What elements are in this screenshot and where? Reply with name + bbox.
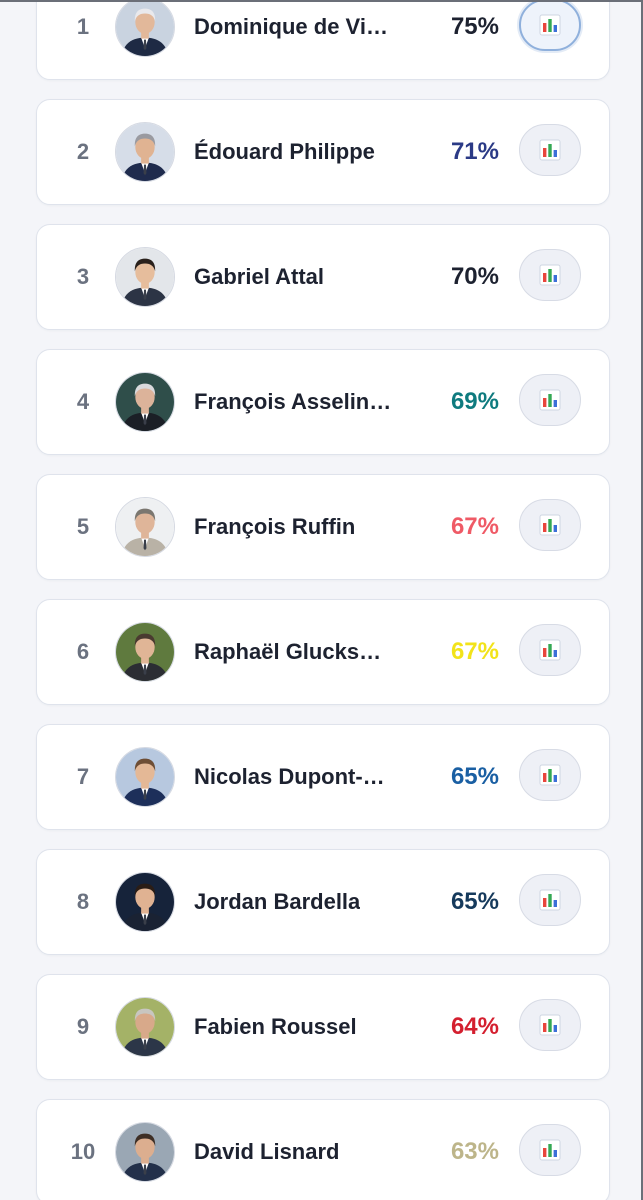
portrait-icon xyxy=(116,1123,174,1181)
approval-score: 64% xyxy=(450,1013,499,1040)
candidate-name: Dominique de Vi… xyxy=(194,2,404,79)
candidate-name: Raphaël Glucks… xyxy=(194,600,404,704)
bar-chart-icon xyxy=(539,1014,561,1036)
candidate-avatar xyxy=(115,747,175,807)
leaderboard-row[interactable]: 9 Fabien Roussel 64% xyxy=(36,974,610,1080)
stats-button[interactable] xyxy=(519,1124,581,1176)
stats-button[interactable] xyxy=(519,2,581,51)
leaderboard-row[interactable]: 7 Nicolas Dupont-… 65% xyxy=(36,724,610,830)
candidate-avatar xyxy=(115,247,175,307)
stats-button[interactable] xyxy=(519,374,581,426)
leaderboard-row[interactable]: 4 François Asselin… 69% xyxy=(36,349,610,455)
rank-number: 2 xyxy=(76,139,90,164)
rank-number: 7 xyxy=(76,764,90,789)
candidate-avatar xyxy=(115,997,175,1057)
candidate-name-text: Gabriel Attal xyxy=(194,264,324,289)
bar-chart-icon xyxy=(539,889,561,911)
candidate-name-text: François Asselin… xyxy=(194,389,392,414)
candidate-name-text: François Ruffin xyxy=(194,514,356,539)
candidate-avatar xyxy=(115,122,175,182)
candidate-name-text: Jordan Bardella xyxy=(194,889,361,914)
candidate-avatar xyxy=(115,872,175,932)
candidate-name: François Ruffin xyxy=(194,475,404,579)
approval-score: 67% xyxy=(450,513,499,540)
approval-score: 71% xyxy=(450,138,499,165)
portrait-icon xyxy=(116,2,174,56)
portrait-icon xyxy=(116,498,174,556)
stats-button[interactable] xyxy=(519,499,581,551)
candidate-name: Édouard Philippe xyxy=(194,100,404,204)
approval-score: 65% xyxy=(450,888,499,915)
stats-button[interactable] xyxy=(519,249,581,301)
rank-number: 10 xyxy=(70,1139,96,1164)
leaderboard-row[interactable]: 6 Raphaël Glucks… 67% xyxy=(36,599,610,705)
portrait-icon xyxy=(116,873,174,931)
candidate-name: Jordan Bardella xyxy=(194,850,404,954)
bar-chart-icon xyxy=(539,139,561,161)
candidate-avatar xyxy=(115,2,175,57)
bar-chart-icon xyxy=(539,639,561,661)
portrait-icon xyxy=(116,248,174,306)
approval-score: 67% xyxy=(450,638,499,665)
rank-number: 3 xyxy=(76,264,90,289)
approval-score: 65% xyxy=(450,763,499,790)
leaderboard-row[interactable]: 2 Édouard Philippe 71% xyxy=(36,99,610,205)
leaderboard-row[interactable]: 5 François Ruffin 67% xyxy=(36,474,610,580)
approval-score: 75% xyxy=(450,13,499,40)
bar-chart-icon xyxy=(539,514,561,536)
stats-button[interactable] xyxy=(519,999,581,1051)
stats-button[interactable] xyxy=(519,624,581,676)
rank-number: 9 xyxy=(76,1014,90,1039)
candidate-avatar xyxy=(115,372,175,432)
portrait-icon xyxy=(116,998,174,1056)
leaderboard-row[interactable]: 3 Gabriel Attal 70% xyxy=(36,224,610,330)
candidate-name-text: Fabien Roussel xyxy=(194,1014,357,1039)
candidate-name-text: Dominique de Vi… xyxy=(194,14,388,39)
approval-score: 70% xyxy=(450,263,499,290)
bar-chart-icon xyxy=(539,264,561,286)
approval-score: 63% xyxy=(450,1138,499,1165)
leaderboard-list: 1 Dominique de Vi… 75% 2 xyxy=(36,2,610,1200)
candidate-name: François Asselin… xyxy=(194,350,404,454)
leaderboard-row[interactable]: 10 David Lisnard 63% xyxy=(36,1099,610,1200)
bar-chart-icon xyxy=(539,14,561,36)
portrait-icon xyxy=(116,123,174,181)
candidate-name: Gabriel Attal xyxy=(194,225,404,329)
portrait-icon xyxy=(116,748,174,806)
leaderboard-row[interactable]: 1 Dominique de Vi… 75% xyxy=(36,2,610,80)
candidate-name-text: Édouard Philippe xyxy=(194,139,375,164)
rank-number: 6 xyxy=(76,639,90,664)
rank-number: 8 xyxy=(76,889,90,914)
candidate-name-text: Nicolas Dupont-… xyxy=(194,764,385,789)
leaderboard-row[interactable]: 8 Jordan Bardella 65% xyxy=(36,849,610,955)
portrait-icon xyxy=(116,373,174,431)
rank-number: 5 xyxy=(76,514,90,539)
approval-score: 69% xyxy=(450,388,499,415)
rank-number: 1 xyxy=(76,14,90,39)
candidate-name-text: David Lisnard xyxy=(194,1139,340,1164)
candidate-avatar xyxy=(115,1122,175,1182)
stats-button[interactable] xyxy=(519,874,581,926)
candidate-name: David Lisnard xyxy=(194,1100,404,1200)
stats-button[interactable] xyxy=(519,124,581,176)
candidate-name: Fabien Roussel xyxy=(194,975,404,1079)
bar-chart-icon xyxy=(539,764,561,786)
rank-number: 4 xyxy=(76,389,90,414)
candidate-name-text: Raphaël Glucks… xyxy=(194,639,382,664)
candidate-avatar xyxy=(115,497,175,557)
candidate-name: Nicolas Dupont-… xyxy=(194,725,404,829)
bar-chart-icon xyxy=(539,1139,561,1161)
stats-button[interactable] xyxy=(519,749,581,801)
candidate-avatar xyxy=(115,622,175,682)
portrait-icon xyxy=(116,623,174,681)
bar-chart-icon xyxy=(539,389,561,411)
